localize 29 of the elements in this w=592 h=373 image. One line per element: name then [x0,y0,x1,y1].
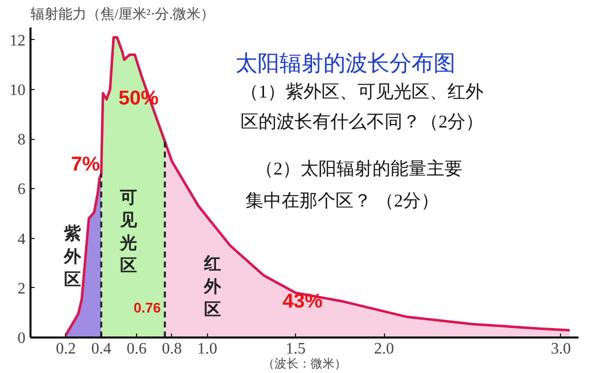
x-tick-label: 0.6 [126,340,147,358]
annotation: 可见光区 [119,188,138,276]
annotation: 7% [71,154,100,176]
line-series [64,36,571,336]
annotation: 红外区 [203,254,222,319]
x-tick-label: 3.0 [550,340,571,358]
x-tick-label: 0.8 [162,340,182,358]
x-tick-label: 1.5 [286,340,306,358]
y-tick-label: 6 [18,181,26,198]
ref-line-label: 0.76 [134,300,162,316]
y-tick-label: 0 [18,330,26,347]
y-tick-label: 10 [10,82,26,99]
y-tick-label: 2 [18,280,26,298]
y-tick-label: 8 [18,132,26,149]
text: 太阳辐射的波长分布图 [236,50,456,76]
annotation: （2）太阳辐射的能量主要 [256,158,462,178]
annotation: 紫外区 [63,224,82,289]
annotation: 43% [282,290,323,312]
y-tick-label: 12 [10,32,26,50]
x-tick-label: 1.0 [197,340,218,358]
x-axis-title: （波长：微米） [262,356,346,370]
x-tick-label: 0.4 [91,340,112,358]
y-axis-title: 辐射能力（焦/厘米²·分.微米） [30,6,215,22]
annotation: 区的波长有什么不同？（2分） [240,112,484,132]
x-tick-label: 2.0 [374,340,394,358]
y-tick-label: 4 [18,230,26,248]
annotation: （1）紫外区、可见光区、红外 [240,82,484,102]
x-tick-label: 0.2 [56,340,76,358]
annotation: 集中在那个区？ （2分） [246,190,439,210]
